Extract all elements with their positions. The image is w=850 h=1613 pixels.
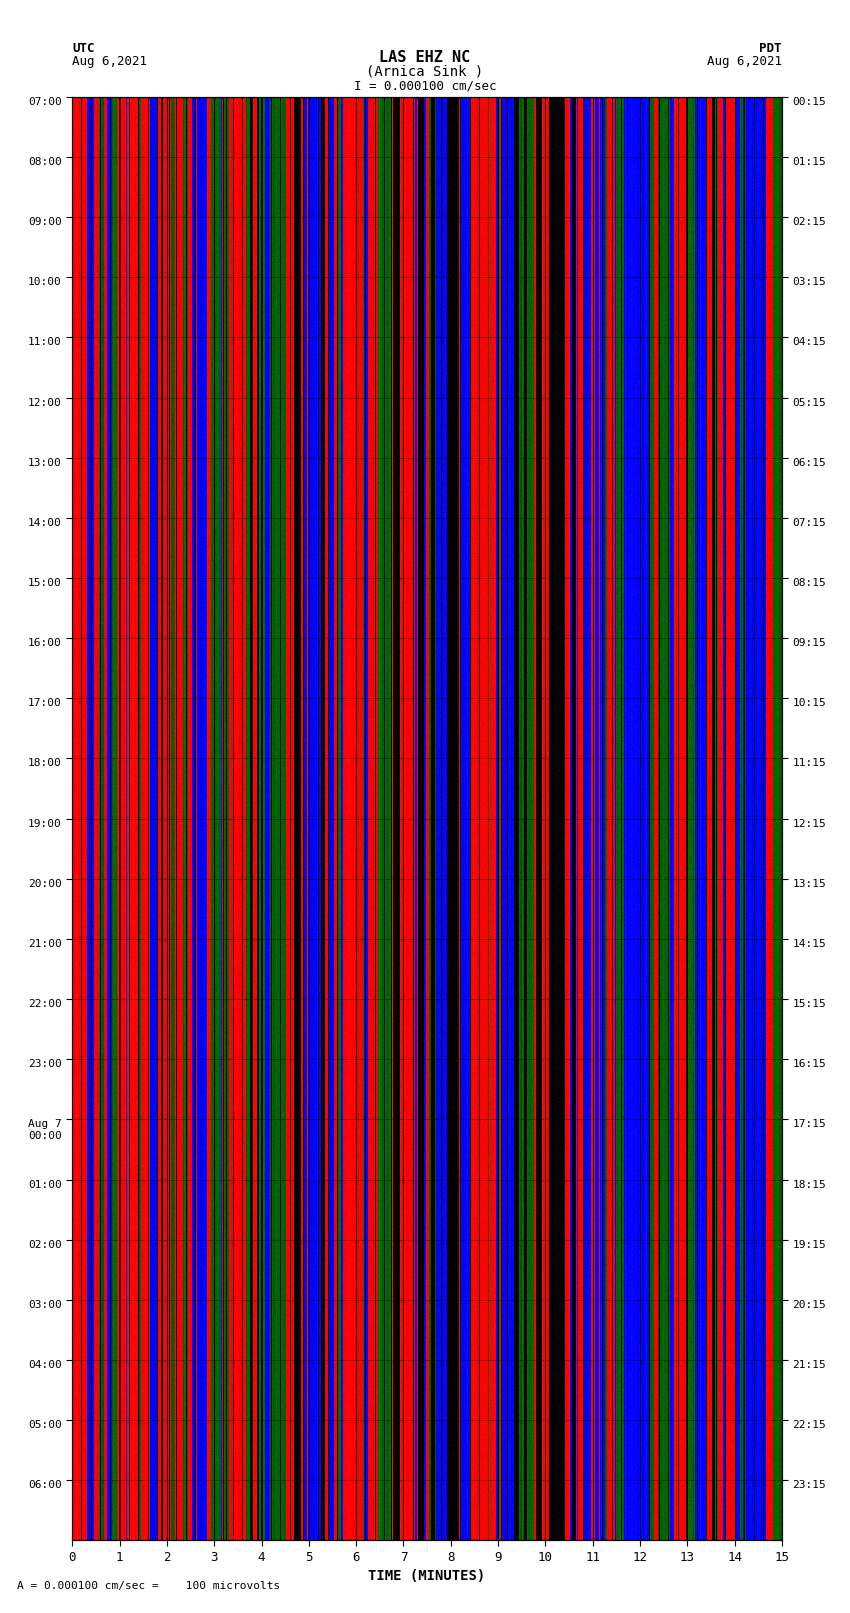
Text: A = 0.000100 cm/sec =    100 microvolts: A = 0.000100 cm/sec = 100 microvolts bbox=[17, 1581, 280, 1590]
Text: Aug 6,2021: Aug 6,2021 bbox=[707, 55, 782, 68]
Text: Aug 6,2021: Aug 6,2021 bbox=[72, 55, 147, 68]
Text: LAS EHZ NC: LAS EHZ NC bbox=[379, 50, 471, 65]
Text: I = 0.000100 cm/sec: I = 0.000100 cm/sec bbox=[354, 79, 496, 92]
X-axis label: TIME (MINUTES): TIME (MINUTES) bbox=[369, 1569, 485, 1584]
Text: (Arnica Sink ): (Arnica Sink ) bbox=[366, 65, 484, 79]
Text: UTC: UTC bbox=[72, 42, 94, 55]
Text: PDT: PDT bbox=[760, 42, 782, 55]
